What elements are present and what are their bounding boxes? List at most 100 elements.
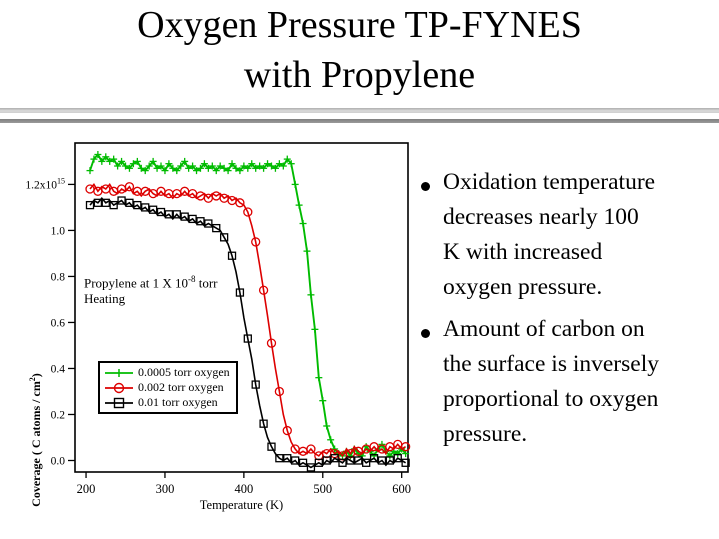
y-axis-title-close: ) <box>29 373 43 378</box>
marker-square <box>93 198 103 207</box>
marker-square <box>401 458 410 467</box>
chart-annotation: Propylene at 1 X 10-8 torr Heating <box>84 271 218 307</box>
marker-square <box>188 214 197 224</box>
series-line <box>89 183 407 458</box>
marker-square <box>219 233 229 242</box>
marker-square <box>196 217 205 226</box>
y-tick-label: 0.2 <box>51 409 66 421</box>
x-tick-label: 400 <box>234 482 253 496</box>
y-tick-label-top: 1.2x1015 <box>25 176 65 191</box>
marker-square <box>212 223 221 233</box>
marker-square <box>85 200 95 210</box>
marker-circle <box>124 182 135 192</box>
bullet-icon <box>421 329 430 338</box>
plot-frame <box>74 142 409 473</box>
marker-circle <box>306 444 316 454</box>
chart: 200 300 400 500 600 Temperature (K) 0.0 0.2 0.4 0… <box>0 140 430 525</box>
bullet-list: Oxidation temperature decreases nearly 1… <box>410 165 718 452</box>
chart-annotation-line1: Propylene at 1 X 10-8 torr <box>84 271 218 291</box>
legend-entry: 0.01 torr oxygen <box>104 395 230 410</box>
bullet-text: Oxidation temperature decreases nearly 1… <box>443 169 656 300</box>
bullet-text: Amount of carbon on the surface is inver… <box>443 316 659 447</box>
legend-entry: 0.002 torr oxygen <box>104 380 230 395</box>
slide-title-line2: with Propylene <box>243 54 476 96</box>
marker-square <box>393 454 402 463</box>
chart-legend: 0.0005 torr oxygen 0.002 torr oxygen 0.01 … <box>98 361 238 414</box>
marker-square <box>251 380 260 389</box>
y-tick-label: 0.6 <box>51 317 66 329</box>
y-axis-title: Coverage ( C atoms / cm2) <box>28 340 48 539</box>
y-axis-title-text: Coverage ( C atoms / cm <box>29 381 43 507</box>
legend-marker-icon <box>105 382 133 393</box>
marker-circle <box>274 386 285 397</box>
marker-circle <box>258 285 269 295</box>
marker-square <box>369 454 379 463</box>
x-tick-label: 300 <box>156 482 175 496</box>
y-tick-label: 1.0 <box>51 225 66 237</box>
marker-circle <box>235 198 245 208</box>
marker-square <box>322 456 331 465</box>
legend-label: 0.0005 torr oxygen <box>138 365 230 379</box>
bullet-item: Amount of carbon on the surface is inver… <box>410 312 718 452</box>
marker-square <box>298 458 308 467</box>
legend-label: 0.002 torr oxygen <box>138 380 224 394</box>
legend-label: 0.01 torr oxygen <box>138 395 218 409</box>
legend-marker-icon <box>105 368 133 377</box>
marker-square <box>204 219 213 228</box>
marker-square <box>314 458 323 467</box>
marker-square <box>125 198 134 207</box>
x-tick-label: 600 <box>392 482 411 496</box>
marker-circle <box>282 425 292 436</box>
marker-square <box>330 454 339 463</box>
marker-square <box>291 456 300 465</box>
annotation-exponent: -8 <box>187 274 196 284</box>
marker-square <box>259 419 268 428</box>
bullet-icon <box>421 182 430 191</box>
marker-square <box>275 454 284 463</box>
marker-square <box>283 454 292 463</box>
legend-entry: 0.0005 torr oxygen <box>104 365 230 380</box>
marker-square <box>235 288 245 297</box>
chart-annotation-line2: Heating <box>84 291 126 307</box>
slide-title-line1: Oxygen Pressure TP-FYNES <box>137 4 582 46</box>
marker-square <box>180 212 189 221</box>
marker-circle <box>85 184 95 194</box>
divider-light-bar <box>0 108 719 113</box>
annotation-tail: torr <box>195 275 218 291</box>
bullet-item: Oxidation temperature decreases nearly 1… <box>410 165 718 305</box>
x-tick-label: 500 <box>313 482 332 496</box>
marker-square <box>101 198 110 207</box>
y-tick-label: 0.4 <box>51 363 66 375</box>
legend-marker-icon <box>105 397 133 408</box>
marker-square <box>267 442 276 451</box>
marker-square <box>141 203 150 212</box>
marker-square <box>377 456 387 465</box>
marker-square <box>164 210 174 219</box>
marker-square <box>227 251 237 260</box>
marker-square <box>117 196 126 205</box>
marker-square <box>243 334 252 343</box>
marker-square <box>362 458 371 467</box>
marker-circle <box>400 442 411 452</box>
marker-square <box>156 207 166 217</box>
series-line <box>89 196 407 469</box>
marker-square <box>109 200 118 210</box>
marker-square <box>385 456 395 465</box>
marker-square <box>306 463 316 472</box>
marker-square <box>338 458 347 467</box>
marker-circle <box>243 207 253 217</box>
marker-circle <box>251 237 261 247</box>
marker-circle <box>266 338 277 348</box>
y-tick-label: 0.8 <box>51 271 66 283</box>
marker-square <box>148 205 158 214</box>
x-tick-label: 200 <box>77 482 96 496</box>
chart-svg: 200 300 400 500 600 Temperature (K) 0.0 0.2 0.4 0… <box>25 142 411 512</box>
slide-title: Oxygen Pressure TP-FYNES with Propylene <box>0 0 719 100</box>
divider-dark-bar <box>0 119 719 123</box>
y-tick-label: 0.0 <box>51 455 66 467</box>
annotation-base: Propylene at 1 X 10 <box>84 275 188 291</box>
marker-square <box>172 210 181 219</box>
marker-square <box>346 456 355 465</box>
y-axis-title-sup: 2 <box>28 377 37 382</box>
